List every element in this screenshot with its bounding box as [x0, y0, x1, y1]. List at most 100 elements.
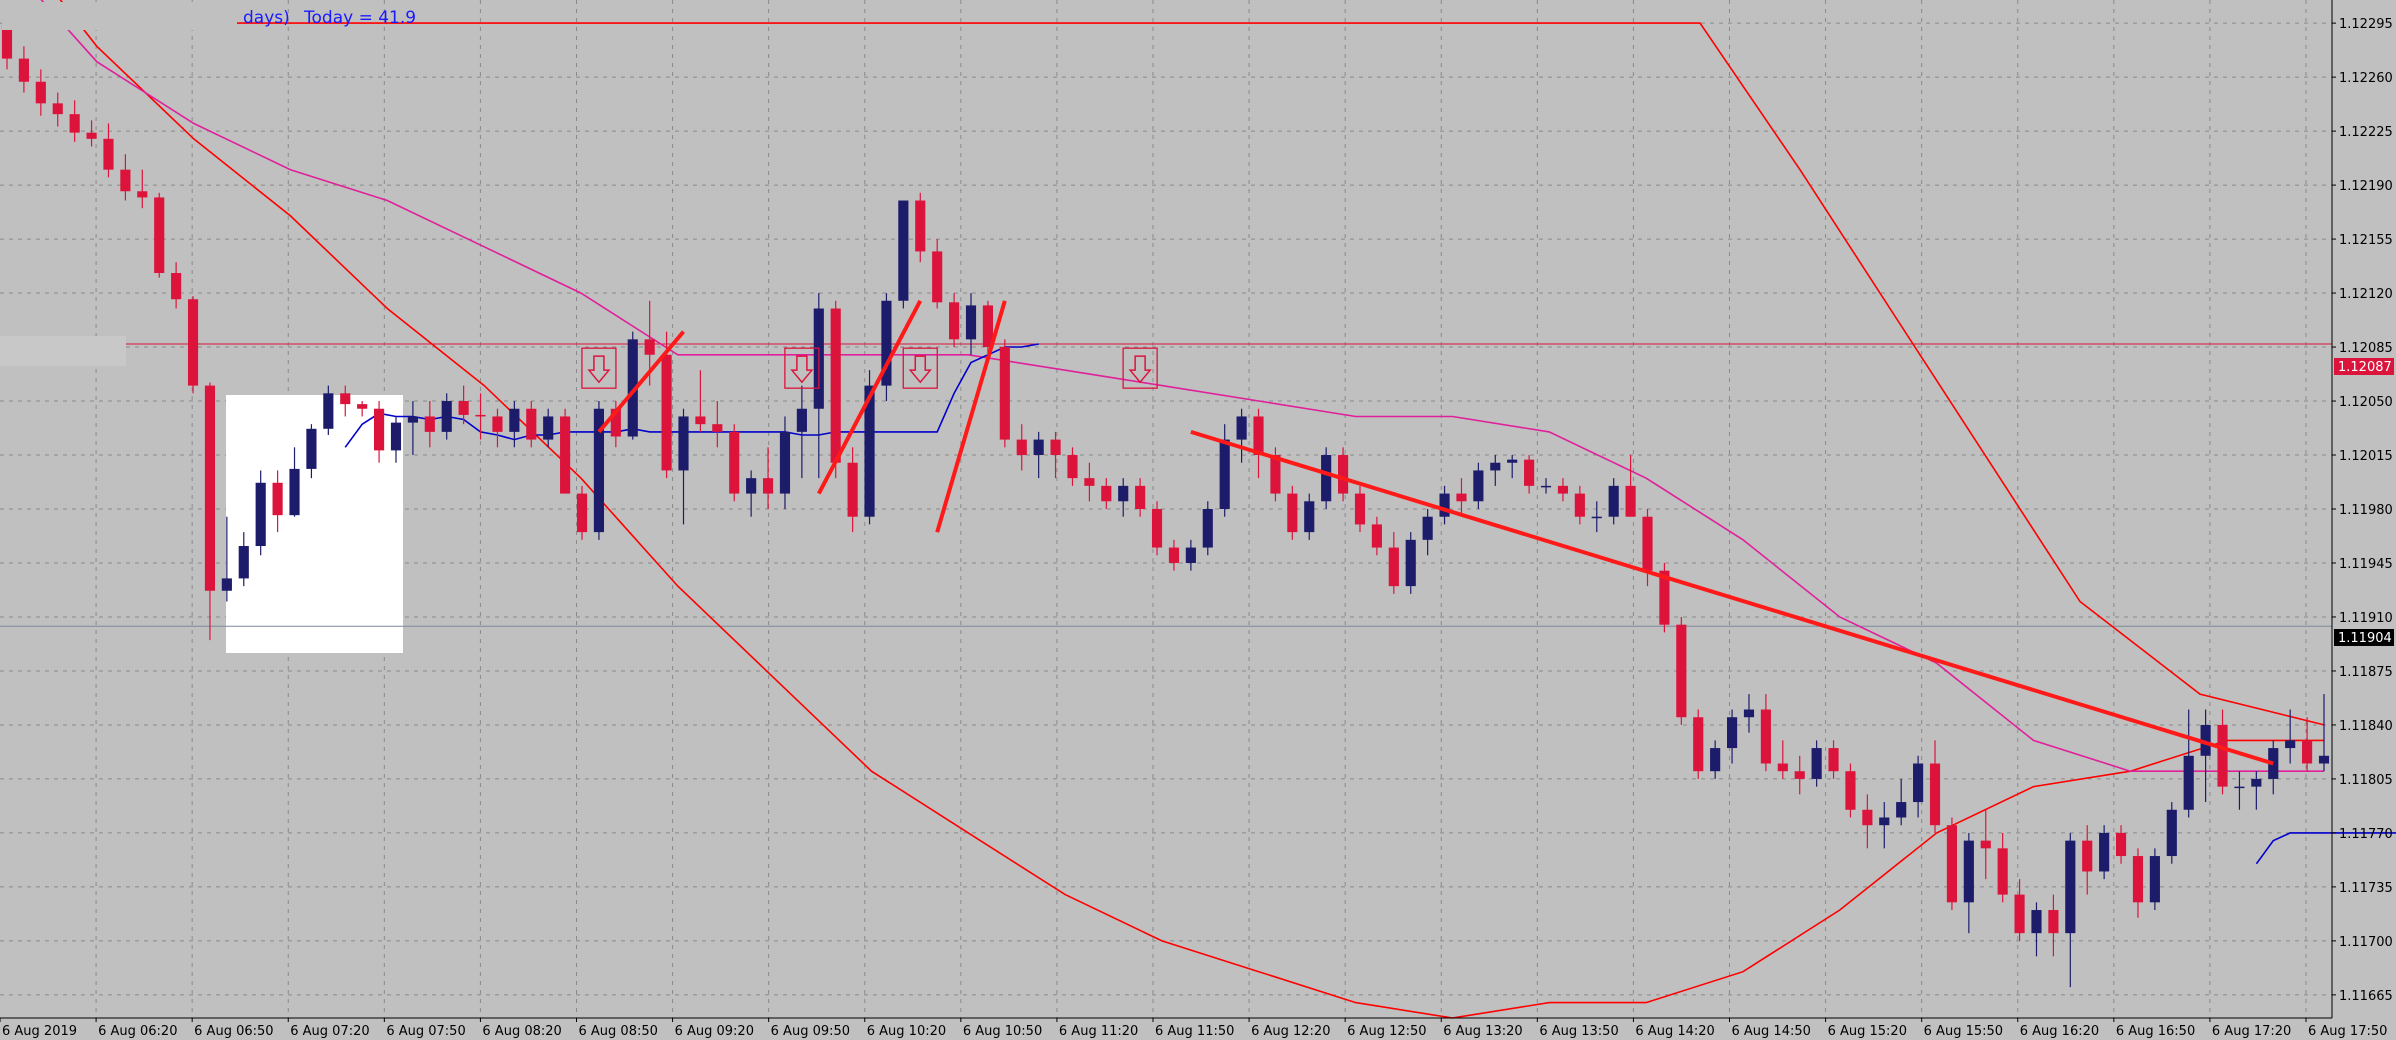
candle-body	[1642, 516, 1653, 571]
candle-body	[306, 428, 317, 469]
candle-body	[1168, 547, 1180, 563]
candle-body	[746, 478, 757, 494]
candle-body	[2200, 724, 2211, 756]
candle-body	[1980, 840, 1991, 849]
candle-body	[1067, 455, 1078, 479]
y-tick-label: 1.12015	[2339, 449, 2393, 464]
candle-body	[1219, 439, 1230, 509]
candle-body	[2132, 856, 2144, 903]
x-tick-label: 6 Aug 10:50	[963, 1024, 1042, 1039]
candle-body	[1591, 516, 1602, 519]
candle-body	[796, 408, 807, 432]
x-tick-label: 6 Aug 10:20	[867, 1024, 946, 1039]
candle-body	[35, 81, 46, 104]
info-today: Today = 41.9	[303, 8, 416, 28]
candle-body	[1557, 485, 1569, 494]
candle-body	[441, 401, 452, 432]
candle-body	[1896, 802, 1907, 818]
candle-body	[1608, 485, 1619, 517]
candle-body	[424, 416, 435, 432]
candle-body	[999, 347, 1010, 440]
candle-body	[1659, 570, 1670, 625]
candle-body	[1388, 547, 1399, 587]
y-tick-label: 1.11700	[2339, 935, 2393, 950]
candle-body	[2318, 755, 2330, 764]
candle-body	[729, 431, 740, 494]
candle-body	[2082, 840, 2093, 872]
candle-body	[2014, 894, 2025, 934]
x-tick-label: 6 Aug 14:50	[1732, 1024, 1811, 1039]
y-tick-label: 1.12155	[2339, 233, 2393, 248]
candle-body	[2031, 910, 2042, 934]
candle-body	[272, 482, 283, 516]
candle-body	[2183, 755, 2194, 810]
candle-body	[390, 422, 402, 451]
candle-body	[137, 191, 148, 198]
candle-body	[864, 385, 875, 517]
candle-body	[1997, 848, 2008, 895]
candle-body	[1321, 455, 1332, 502]
candle-body	[458, 401, 469, 415]
candle-body	[1236, 416, 1247, 440]
candle-body	[323, 393, 334, 429]
candle-body	[1777, 763, 1788, 772]
candle-body	[2285, 740, 2296, 749]
zigzag-segment	[935, 300, 1007, 533]
candle-body	[2115, 832, 2127, 857]
candle-body	[1524, 459, 1535, 486]
x-tick-label: 6 Aug 12:50	[1347, 1024, 1426, 1039]
candle-body	[1913, 763, 1924, 803]
current-price-text: 1.11904	[2338, 631, 2392, 646]
candle-body	[1693, 717, 1704, 772]
candle-body	[1338, 455, 1349, 494]
x-tick-label: 6 Aug 07:50	[386, 1024, 465, 1039]
x-tick-label: 6 Aug 15:20	[1828, 1024, 1907, 1039]
candle-body	[1676, 624, 1687, 718]
x-tick-label: 6 Aug 16:20	[2020, 1024, 2099, 1039]
candle-body	[1185, 547, 1196, 563]
candle-body	[255, 482, 266, 547]
ma-layer	[40, 0, 2396, 1019]
candle-body	[932, 251, 943, 303]
candle-body	[1726, 717, 1738, 749]
candle-body	[1354, 493, 1366, 525]
candle-body	[1540, 485, 1552, 488]
candle-body	[187, 299, 199, 386]
candle-body	[543, 416, 554, 440]
y-tick-label: 1.11665	[2339, 989, 2393, 1004]
y-tick-label: 1.12085	[2339, 341, 2393, 356]
level-price-text: 1.12087	[2338, 360, 2392, 375]
down-arrow-icon	[581, 347, 617, 389]
level-layer	[0, 343, 2332, 627]
candle-body	[847, 462, 858, 517]
candle-body	[965, 305, 977, 340]
y-tick-label: 1.12050	[2339, 395, 2393, 410]
candle-body	[1811, 748, 1822, 779]
candle-body	[1118, 485, 1129, 502]
x-tick-label: 6 Aug 17:50	[2308, 1024, 2387, 1039]
candle-body	[1304, 501, 1315, 533]
x-tick-label: 6 Aug 13:20	[1443, 1024, 1522, 1039]
x-tick-label: 6 Aug 11:50	[1155, 1024, 1234, 1039]
y-axis-labels: 1.12295 1.12260 1.12225 1.12190 1.12155 1.121…	[2332, 17, 2393, 1004]
ma-blue-line	[344, 343, 1039, 448]
candle-body	[1879, 817, 1890, 826]
candle-body	[678, 416, 689, 471]
x-tick-label: 6 Aug 13:50	[1539, 1024, 1618, 1039]
candle-body	[2251, 778, 2262, 787]
candle-body	[593, 408, 605, 533]
candle-body	[357, 404, 368, 409]
candle-body	[762, 478, 774, 494]
candle-body	[1033, 439, 1044, 456]
candle-body	[712, 424, 723, 432]
candle-body	[69, 114, 80, 133]
y-tick-label: 1.11875	[2339, 665, 2393, 680]
candle-body	[830, 308, 841, 463]
candle-body	[915, 200, 926, 252]
x-tick-label: 6 Aug 11:20	[1059, 1024, 1138, 1039]
level-price-tag: 1.12087	[2334, 358, 2394, 375]
candle-body	[1202, 509, 1213, 548]
candle-body	[1828, 748, 1839, 772]
annotation-layer	[581, 299, 2274, 766]
